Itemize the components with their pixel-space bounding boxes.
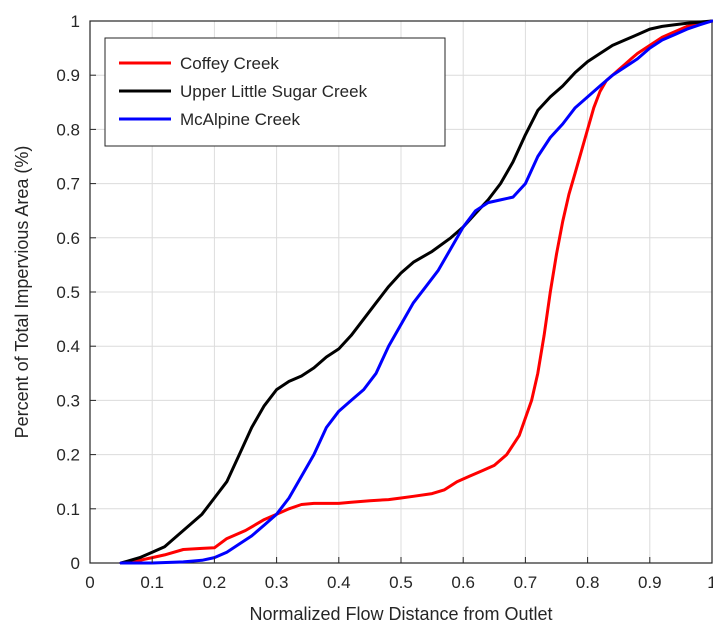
x-tick-label: 0.4 [327, 573, 351, 592]
legend: Coffey Creek Upper Little Sugar Creek McAl… [104, 37, 446, 147]
y-tick-label: 0.6 [56, 229, 80, 248]
x-tick-label: 0.5 [389, 573, 413, 592]
legend-label: McAlpine Creek [180, 110, 300, 129]
y-tick-label: 0.2 [56, 446, 80, 465]
legend-label: Upper Little Sugar Creek [180, 82, 368, 101]
series-line-1 [119, 19, 713, 565]
series-line-3 [119, 19, 713, 565]
x-tick-label: 0.1 [140, 573, 164, 592]
series-line-2 [119, 19, 713, 565]
y-tick-label: 0.1 [56, 500, 80, 519]
x-tick-label: 0.7 [514, 573, 538, 592]
legend-box [104, 37, 446, 147]
y-tick-label: 0.9 [56, 66, 80, 85]
y-tick-label: 1 [71, 12, 80, 31]
x-tick-label: 0.9 [638, 573, 662, 592]
x-tick-label: 0.3 [265, 573, 289, 592]
x-tick-label: 0.8 [576, 573, 600, 592]
x-tick-label: 0.2 [203, 573, 227, 592]
legend-label: Coffey Creek [180, 54, 279, 73]
series-lines [119, 19, 713, 565]
x-tick-label: 0.6 [451, 573, 475, 592]
x-tick-label: 0 [85, 573, 94, 592]
y-tick-label: 0.3 [56, 391, 80, 410]
y-axis-label: Percent of Total Impervious Area (%) [12, 146, 32, 439]
y-tick-label: 0.4 [56, 337, 80, 356]
y-tick-label: 0 [71, 554, 80, 573]
y-tick-label: 0.7 [56, 175, 80, 194]
x-tick-label: 1 [707, 573, 713, 592]
y-tick-label: 0.8 [56, 120, 80, 139]
y-tick-label: 0.5 [56, 283, 80, 302]
x-axis-label: Normalized Flow Distance from Outlet [249, 604, 552, 624]
axis-ticks: 0 0.1 0.2 0.3 0.4 0.5 0.6 0.7 0.8 0.9 1 0 0.1 0.2 0.3 0… [56, 12, 713, 592]
